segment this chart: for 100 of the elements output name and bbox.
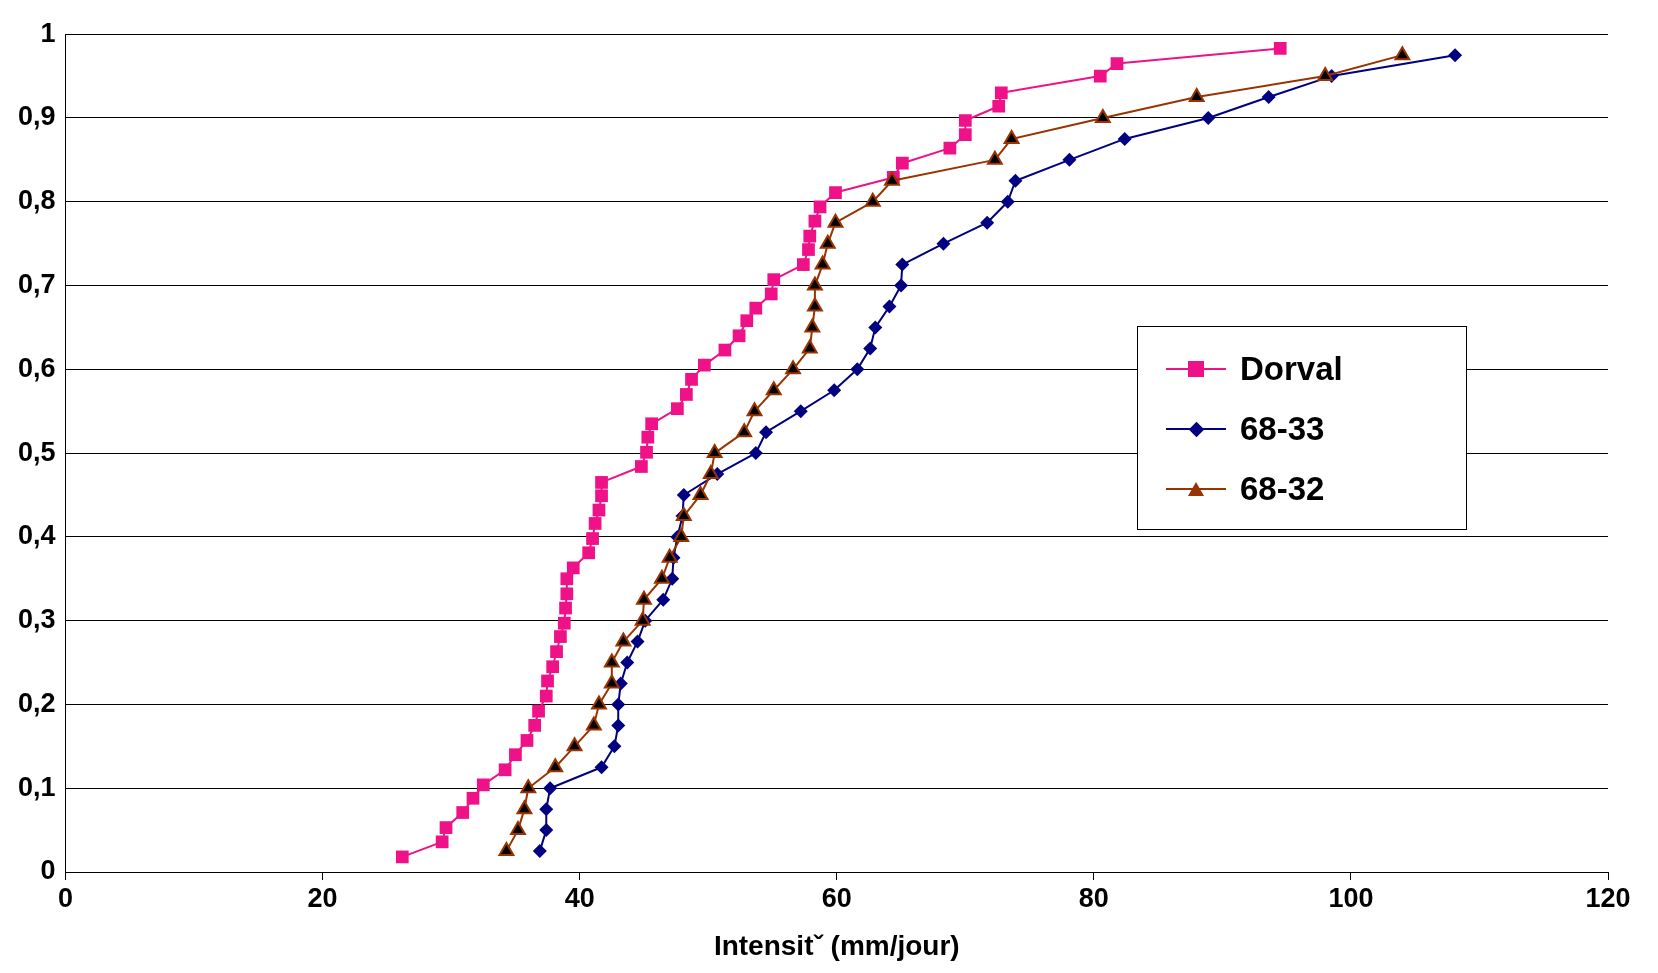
- point: [1062, 152, 1077, 167]
- point: [992, 99, 1006, 113]
- point: [1261, 90, 1276, 105]
- point: [661, 548, 678, 563]
- point: [829, 186, 842, 199]
- point: [582, 546, 596, 560]
- point: [1188, 88, 1205, 103]
- y-tick-label: 0,3: [17, 604, 56, 635]
- point: [936, 236, 951, 251]
- point: [520, 734, 534, 747]
- point: [1448, 48, 1463, 63]
- point: [806, 297, 823, 312]
- y-tick-label: 0,4: [17, 520, 56, 551]
- y-tick-label: 0,1: [17, 771, 56, 802]
- y-tick-label: 0,9: [17, 101, 56, 132]
- point: [591, 695, 607, 710]
- x-tick-label: 80: [1078, 882, 1109, 913]
- point: [864, 192, 881, 207]
- point: [986, 150, 1003, 165]
- point: [673, 527, 690, 542]
- y-tick-label: 0,6: [17, 352, 56, 383]
- point: [801, 339, 818, 354]
- point: [814, 255, 831, 270]
- point: [640, 445, 653, 459]
- point: [767, 273, 781, 287]
- point: [702, 465, 719, 480]
- point: [586, 532, 599, 545]
- point: [630, 634, 645, 649]
- point: [528, 719, 542, 732]
- point: [611, 718, 626, 733]
- point: [980, 215, 995, 230]
- point: [603, 653, 620, 668]
- point: [895, 156, 909, 170]
- point: [435, 835, 449, 849]
- point: [554, 630, 567, 643]
- point: [819, 234, 836, 249]
- point: [746, 402, 763, 417]
- y-tick-label: 1: [40, 17, 56, 48]
- point: [566, 561, 580, 575]
- point: [827, 383, 842, 398]
- point: [539, 689, 553, 703]
- point: [748, 446, 763, 461]
- point: [456, 806, 470, 819]
- point: [1394, 46, 1411, 61]
- point: [560, 572, 574, 586]
- point: [546, 660, 560, 674]
- point: [547, 758, 564, 773]
- point: [550, 645, 563, 659]
- point: [943, 141, 957, 155]
- point: [850, 362, 865, 377]
- point: [827, 213, 844, 228]
- point: [439, 821, 453, 834]
- point: [498, 842, 515, 857]
- point: [539, 802, 554, 817]
- point: [645, 417, 659, 431]
- point: [466, 791, 480, 805]
- legend-label: 68-33: [1240, 410, 1325, 448]
- point: [698, 358, 711, 372]
- point: [634, 611, 651, 626]
- point: [595, 489, 608, 503]
- y-tick-label: 0,7: [17, 268, 56, 299]
- point: [607, 739, 622, 754]
- y-tick-label: 0,5: [17, 436, 56, 467]
- point: [732, 329, 746, 343]
- point: [680, 388, 693, 401]
- point: [749, 301, 763, 315]
- point: [796, 258, 810, 271]
- point: [1094, 108, 1111, 123]
- point: [736, 423, 753, 438]
- point: [1000, 194, 1015, 209]
- point: [595, 476, 608, 489]
- point: [676, 487, 691, 502]
- point: [539, 823, 554, 838]
- point: [882, 299, 897, 314]
- point: [1110, 57, 1124, 70]
- point: [603, 674, 620, 689]
- y-tick-label: 0,8: [17, 185, 56, 216]
- point: [685, 373, 698, 386]
- point: [559, 601, 572, 615]
- point: [557, 616, 571, 630]
- point: [615, 632, 632, 647]
- point: [1317, 67, 1334, 82]
- point: [635, 460, 648, 473]
- point: [813, 200, 827, 214]
- x-tick-label: 60: [821, 882, 852, 913]
- point: [532, 704, 545, 718]
- point: [620, 655, 635, 670]
- point: [692, 485, 709, 500]
- point: [566, 737, 583, 752]
- point: [868, 320, 883, 335]
- point: [1201, 110, 1216, 125]
- point: [395, 850, 409, 864]
- point: [588, 517, 602, 530]
- point: [543, 781, 558, 796]
- y-tick-label: 0,2: [17, 687, 56, 718]
- point: [516, 800, 533, 815]
- point: [1008, 173, 1023, 188]
- point: [740, 314, 754, 328]
- point: [1273, 42, 1287, 55]
- y-tick-label: 0: [40, 855, 56, 886]
